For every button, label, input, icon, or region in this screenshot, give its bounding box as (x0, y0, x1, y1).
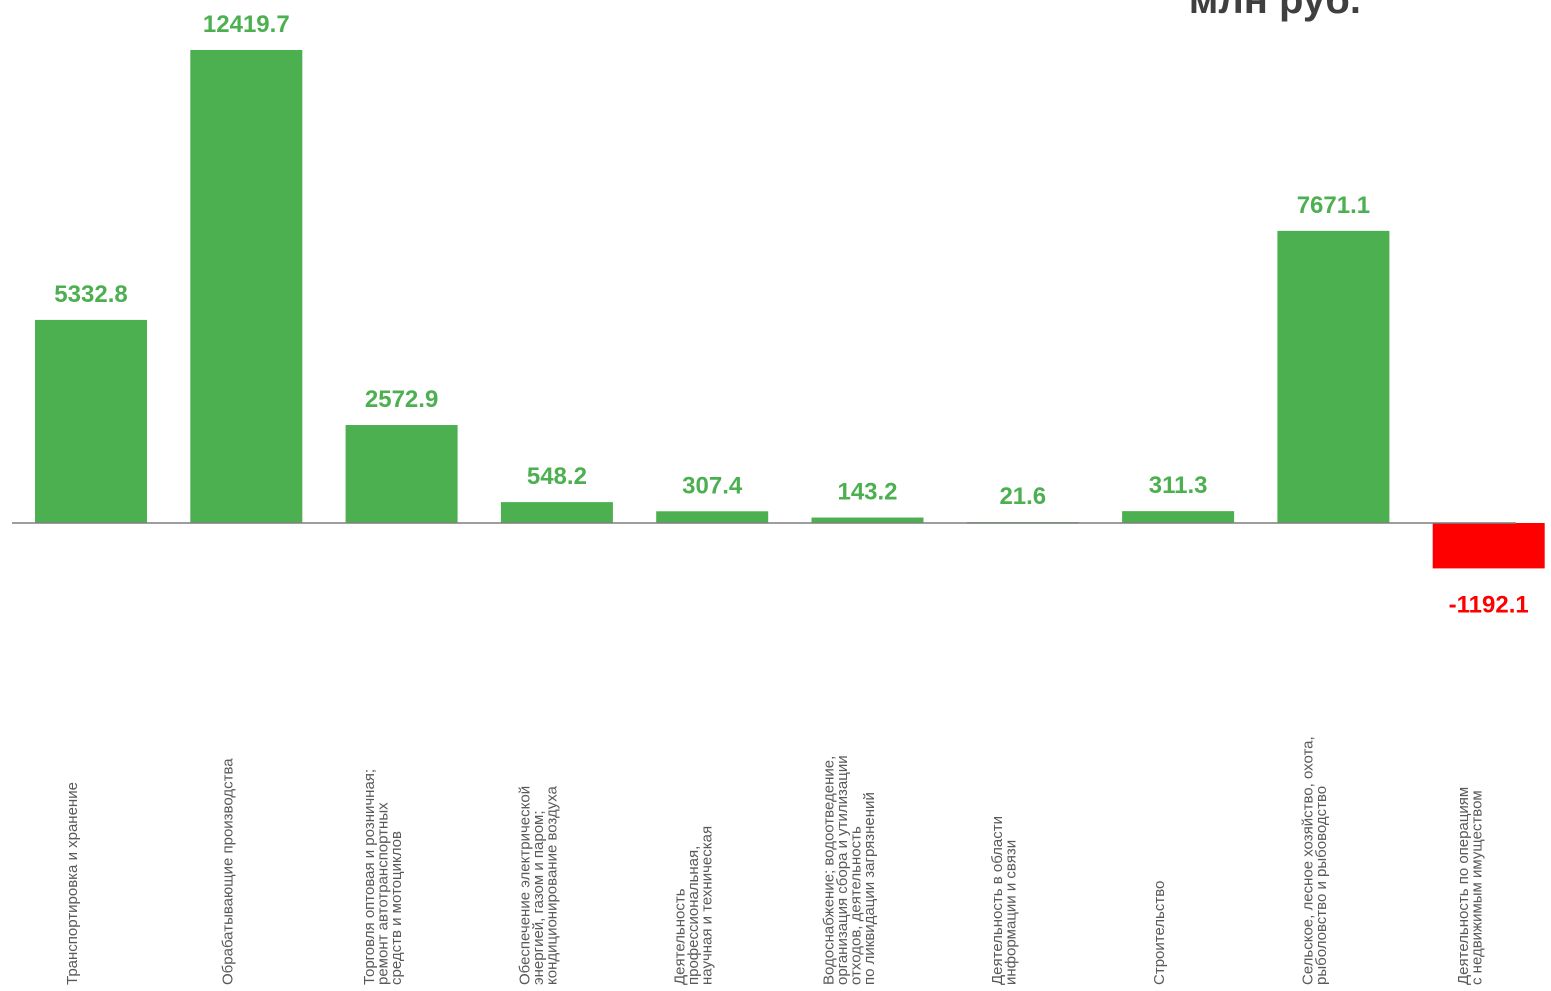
category-label-6: Водоснабжение; водоотведение,организация… (820, 755, 878, 985)
value-label-8: 311.3 (1149, 472, 1208, 499)
category-label-4-line-1: Обеспечение электрической (516, 786, 533, 985)
value-label-6: 143.2 (837, 479, 897, 506)
value-label-7: 21.6 (999, 483, 1046, 510)
category-label-10-line-1: Деятельность по операциям (1455, 787, 1472, 985)
value-label-2: 12419.7 (203, 11, 290, 38)
category-label-4-line-2: энергией, газом и паром; (530, 810, 547, 985)
category-label-3-line-1: Торговля оптовая и розничная; (361, 769, 378, 985)
category-label-5-line-2: профессиональная, (685, 846, 702, 985)
category-label-8: Строительство (1151, 881, 1168, 985)
bar-8 (1122, 511, 1235, 523)
category-label-1-line-1: Транспортировка и хранение (64, 782, 81, 985)
category-labels-group: Транспортировка и хранение Обрабатывающие… (64, 736, 1485, 985)
category-label-9-line-2: рыболовство и рыбоводство (1313, 786, 1330, 985)
value-labels-group: 5332.8 12419.7 2572.9 548.2 307.4 143.2 21.6 31… (54, 11, 1528, 618)
category-label-6-line-3: отходов, деятельность (847, 826, 864, 985)
value-label-3: 2572.9 (365, 386, 438, 413)
bar-1 (35, 319, 147, 523)
unit-title: млн руб. (1188, 0, 1361, 22)
category-label-3-line-3: средств и мотоциклов (388, 831, 405, 985)
category-label-7-line-1: Деятельность в области (989, 816, 1006, 985)
category-label-2-line-1: Обрабатывающие производства (219, 758, 236, 985)
value-label-1: 5332.8 (54, 281, 127, 308)
bars-group (35, 50, 1545, 569)
bar-6 (811, 517, 924, 523)
category-label-5-line-1: Деятельность (672, 888, 689, 985)
value-label-4: 548.2 (527, 463, 587, 490)
category-label-8-line-1: Строительство (1151, 881, 1168, 985)
category-label-4-line-3: кондиционирование воздуха (543, 785, 560, 985)
category-label-5-line-3: научная и техническая (699, 826, 716, 985)
value-label-10: -1192.1 (1449, 591, 1529, 618)
bar-10 (1432, 523, 1545, 569)
value-label-5: 307.4 (682, 472, 743, 499)
category-label-2: Обрабатывающие производства (219, 758, 236, 985)
category-label-10-line-2: с недвижимым имуществом (1468, 790, 1485, 985)
bar-5 (656, 511, 769, 523)
bar-2 (190, 50, 303, 523)
category-label-6-line-1: Водоснабжение; водоотведение, (820, 756, 837, 985)
bar-4 (500, 502, 613, 523)
category-label-3: Торговля оптовая и розничная;ремонт авто… (361, 769, 405, 985)
category-label-7-line-2: информации и связи (1003, 840, 1020, 985)
value-label-9: 7671.1 (1297, 192, 1370, 219)
category-label-1: Транспортировка и хранение (64, 782, 81, 985)
category-label-6-line-4: по ликвидации загрязнений (861, 792, 878, 985)
category-label-3-line-2: ремонт автотранспортных (375, 802, 392, 985)
bar-3 (345, 425, 458, 523)
category-label-9-line-1: Сельское, лесное хозяйство, охота, (1300, 736, 1317, 985)
bar-9 (1277, 230, 1390, 523)
category-label-9: Сельское, лесное хозяйство, охота,рыболо… (1300, 736, 1331, 985)
category-label-6-line-2: организация сбора и утилизации (834, 755, 851, 985)
